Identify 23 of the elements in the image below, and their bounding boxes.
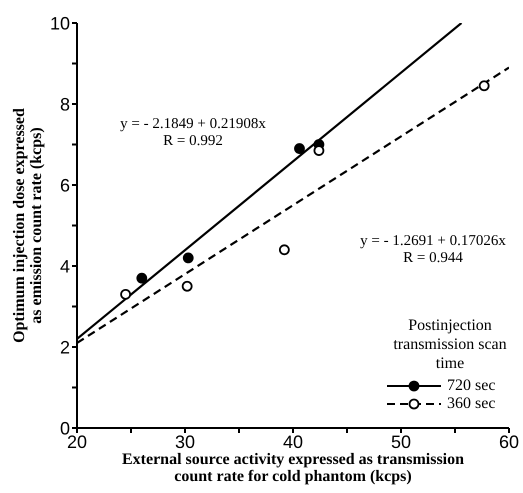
point [294, 143, 305, 154]
x-tick-label: 60 [498, 432, 520, 452]
point [182, 252, 194, 264]
x-tick-label: 50 [390, 432, 412, 452]
y-tick-label: 6 [60, 175, 70, 196]
point [136, 272, 148, 284]
legend-label: 360 sec [447, 395, 496, 413]
point [182, 280, 193, 292]
annotation: y = - 2.1849 + 0.21908x R = 0.992 [120, 116, 266, 150]
x-axis-title: External source activity expressed as transmission count rate for cold phantom (kcps) [122, 451, 464, 485]
point [278, 244, 290, 256]
legend-title: Postinjection transmission scan time [392, 316, 508, 373]
x-tick-label: 40 [282, 432, 304, 452]
x-tick-label: 30 [174, 432, 196, 452]
legend-label: 720 sec [447, 377, 496, 395]
y-tick-label: 2 [60, 337, 70, 358]
point [478, 80, 490, 92]
point [120, 288, 131, 300]
annotation: y = - 1.2691 + 0.17026x R = 0.944 [360, 233, 506, 267]
y-tick-label: 8 [60, 94, 70, 114]
y-axis-title: Optimum injection dose expressed as emission count rate (kcps) [11, 108, 45, 343]
y-tick-label: 4 [60, 256, 70, 276]
y-tick-label: 10 [50, 13, 70, 34]
